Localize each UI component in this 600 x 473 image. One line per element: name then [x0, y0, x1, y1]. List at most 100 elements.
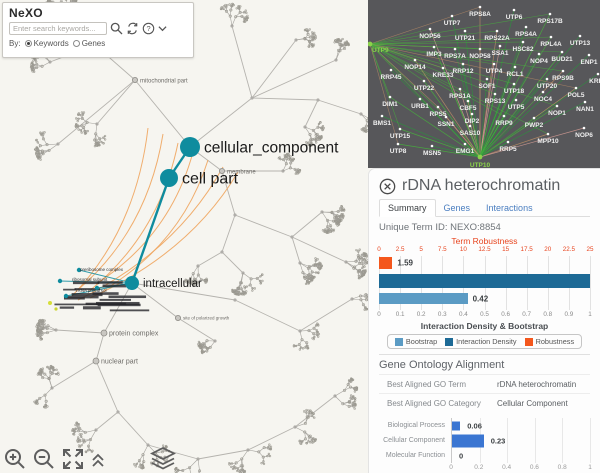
term-label[interactable]: mitochondrial part	[140, 78, 188, 84]
term-node[interactable]	[174, 314, 181, 321]
gene-node-label[interactable]: ENP1	[581, 59, 598, 66]
gene-node-label[interactable]: SSN1	[438, 121, 455, 128]
gene-node-label[interactable]: RPS7A	[444, 53, 466, 60]
gene-node-label[interactable]: NOP56	[419, 33, 441, 40]
gene-node-label[interactable]: HSC82	[513, 46, 534, 53]
term-label[interactable]: membrane	[227, 169, 256, 175]
selected-term-label[interactable]: cell part	[182, 171, 239, 188]
collapse-all-icon[interactable]	[91, 452, 105, 468]
go-bar	[452, 421, 461, 430]
selected-term-label[interactable]: cellular_component	[204, 139, 339, 156]
fit-to-screen-icon[interactable]	[62, 448, 84, 470]
cluster-term-label[interactable]: ribosomal subunit	[72, 277, 108, 282]
radio-genes[interactable]: Genes	[72, 39, 105, 48]
gene-node-label[interactable]: POL5	[568, 92, 585, 99]
gene-network-panel[interactable]: RPS8A UTP6 RPS17B UTP7 NOP56 UTP21 RPS22A RPS4A…	[368, 0, 600, 168]
gene-node-label[interactable]: UTP15	[390, 133, 411, 140]
gene-node-label[interactable]: NOP14	[404, 64, 426, 71]
gene-node-label[interactable]: SAS10	[460, 130, 481, 137]
axis-tick: 0.4	[502, 464, 512, 471]
gene-node-label[interactable]: RPS17B	[537, 18, 563, 25]
term-node[interactable]	[218, 167, 225, 174]
refresh-icon[interactable]	[126, 22, 139, 35]
term-node[interactable]	[131, 77, 138, 84]
cluster-term-label[interactable]: rRNA precursor	[76, 288, 108, 293]
search-icon[interactable]	[110, 22, 123, 35]
robustness-top-axis: 0 2.5 5 7.5 10 12.5 15 17.5 20 22.5 25	[377, 246, 593, 255]
gene-node-label[interactable]: UTP7	[444, 20, 461, 27]
selected-term-node[interactable]	[180, 137, 200, 157]
gene-node-label[interactable]: UTP13	[570, 40, 591, 47]
tab-interactions[interactable]: Interactions	[486, 203, 533, 213]
gene-hub-label[interactable]: UTP10	[470, 162, 491, 168]
term-node[interactable]	[100, 329, 108, 337]
gene-node-label[interactable]: NOP6	[575, 132, 593, 139]
gene-node-label[interactable]: RPS5	[430, 111, 447, 118]
term-label[interactable]: site of polarized growth	[183, 316, 230, 321]
gene-node-label[interactable]: UTP6	[506, 14, 523, 21]
gene-node-label[interactable]: RPS13	[485, 98, 506, 105]
term-node[interactable]	[92, 357, 100, 365]
gene-node-label[interactable]: URB1	[411, 103, 429, 110]
gene-node-label[interactable]: NOP1	[548, 110, 566, 117]
term-label[interactable]: nuclear part	[101, 359, 138, 366]
gene-node-label[interactable]: KRE33	[433, 72, 454, 79]
search-input[interactable]	[9, 22, 107, 35]
radio-keywords-dot[interactable]	[24, 40, 32, 47]
help-icon[interactable]: ?	[142, 22, 155, 35]
gene-node-label[interactable]: SSA1	[492, 50, 509, 57]
go-bar-plot: 0	[451, 448, 591, 463]
gene-node-label[interactable]: RPS9B	[552, 75, 574, 82]
tab-genes[interactable]: Genes	[443, 203, 471, 213]
tab-summary[interactable]: Summary	[379, 199, 436, 217]
collapse-chevron-icon[interactable]	[158, 25, 167, 32]
gene-node-label[interactable]: SOF1	[479, 83, 496, 90]
gene-node-label[interactable]: KRR1	[589, 78, 600, 85]
gene-node-label[interactable]: UTP5	[508, 104, 525, 111]
gene-node-label[interactable]: RRP5	[499, 146, 517, 153]
gene-node-label[interactable]: RRP9	[495, 120, 513, 127]
gene-node-label[interactable]: RPS4A	[515, 31, 537, 38]
gene-node-label[interactable]: RPS1A	[449, 93, 471, 100]
gene-node-label[interactable]: DIM1	[382, 101, 398, 108]
selected-term-node[interactable]	[125, 276, 139, 290]
gene-node-label[interactable]: RRP45	[381, 74, 402, 81]
gene-node-label[interactable]: UTP20	[537, 83, 558, 90]
gene-node-label[interactable]: MSN5	[423, 150, 441, 157]
gene-node-label[interactable]: EMG1	[456, 148, 475, 155]
gene-node-label[interactable]: RCL1	[507, 71, 524, 78]
gene-node-label[interactable]: UTP18	[504, 88, 525, 95]
gene-node-label[interactable]: CBF5	[460, 105, 477, 112]
gene-node-label[interactable]: RPL4A	[540, 41, 562, 48]
gene-node-label[interactable]: RPS8A	[469, 11, 491, 18]
gene-node-label[interactable]: NOC4	[534, 96, 552, 103]
gene-node-label[interactable]: UTP22	[414, 85, 435, 92]
gene-node-label[interactable]: NOP4	[530, 58, 548, 65]
layers-icon[interactable]	[150, 446, 176, 470]
gene-node-label[interactable]: PWP2	[525, 122, 544, 129]
zoom-in-icon[interactable]	[4, 448, 26, 470]
gene-hub-label[interactable]: UTP9	[372, 47, 389, 54]
gene-node-label[interactable]: UTP4	[486, 68, 503, 75]
zoom-out-icon[interactable]	[33, 448, 55, 470]
gene-node-label[interactable]: BMS1	[373, 120, 391, 127]
gene-node-label[interactable]: IMP3	[426, 51, 442, 58]
gene-node-label[interactable]: BUD21	[551, 56, 573, 63]
gene-node-label[interactable]: UTP8	[390, 148, 407, 155]
axis-tick: 0	[377, 246, 381, 253]
gene-node-label[interactable]: NAN1	[576, 106, 594, 113]
radio-keywords[interactable]: Keywords	[24, 39, 69, 48]
term-label[interactable]: protein complex	[109, 331, 159, 338]
cluster-term-label[interactable]: preribosome complex	[80, 267, 124, 272]
close-icon[interactable]	[379, 178, 396, 195]
gene-node-label[interactable]: MPP10	[537, 138, 559, 145]
selected-term-node[interactable]	[160, 169, 178, 187]
gene-node-label[interactable]: RRP12	[453, 68, 474, 75]
gene-node-label[interactable]: NOP58	[469, 53, 491, 60]
gene-node-label[interactable]: DIP2	[465, 118, 480, 125]
gene-node-label[interactable]: RPS22A	[484, 35, 510, 42]
radio-genes-dot[interactable]	[72, 40, 80, 47]
selected-term-label[interactable]: intracellular	[143, 278, 202, 290]
gene-node-label[interactable]: UTP21	[455, 35, 476, 42]
